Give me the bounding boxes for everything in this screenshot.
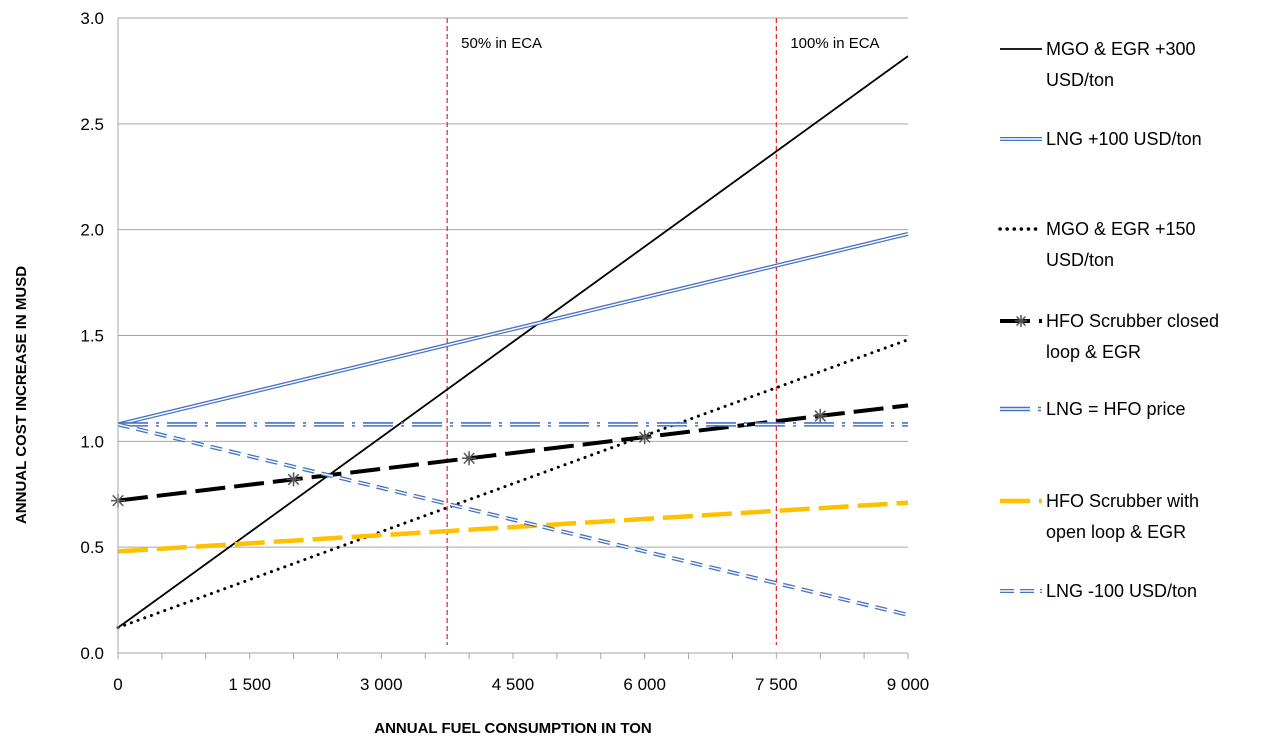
legend-label: LNG -100 USD/ton [1046,581,1197,601]
x-tick-label: 7 500 [755,675,798,694]
legend: MGO & EGR +300 USD/ton LNG +100 USD/ton MGO… [998,39,1219,601]
y-tick-label: 0.5 [80,538,104,557]
legend-label: LNG = HFO price [1046,399,1186,419]
series-mgo-egr-300-usd-ton [117,55,909,629]
x-tick-label: 1 500 [228,675,271,694]
y-tick-label: 0.0 [80,644,104,663]
y-tick-label: 2.5 [80,115,104,134]
y-tick-label: 1.0 [80,432,104,451]
x-tick-label: 0 [113,675,122,694]
data-point-marker [637,430,652,445]
axes: 0.0 0.5 1.0 1.5 2.0 2.5 3.0 0 1 500 3 000 4 500 6 0… [80,9,929,694]
series-line [117,233,909,426]
series-lines [111,55,910,630]
reference-line-label: 50% in ECA [461,35,542,52]
x-axis-label: ANNUAL FUEL CONSUMPTION IN TON [374,720,652,737]
series-mgo-egr-150-usd-ton [116,338,910,630]
y-tick-label: 3.0 [80,9,104,28]
grid-lines [118,17,908,548]
series-line [117,500,909,554]
legend-label: open loop & EGR [1046,522,1186,542]
legend-item: HFO Scrubber closed loop & EGR [1000,311,1219,362]
x-tick-label: 9 000 [887,675,930,694]
legend-label: USD/ton [1046,70,1114,90]
legend-item: MGO & EGR +150 USD/ton [998,219,1196,270]
legend-item: LNG -100 USD/ton [1000,581,1197,601]
legend-label: LNG +100 USD/ton [1046,129,1202,149]
legend-item: HFO Scrubber with open loop & EGR [1000,491,1199,542]
series-hfo-scrubber-with-open-loop-egr [117,500,909,554]
series-line [117,55,909,629]
legend-label: USD/ton [1046,250,1114,270]
reference-lines: 50% in ECA 100% in ECA [446,18,880,645]
data-point-marker [813,408,828,423]
series-line [117,423,909,616]
legend-item: MGO & EGR +300 USD/ton [1000,39,1196,90]
legend-marker [1015,315,1027,327]
legend-item: LNG +100 USD/ton [1000,129,1202,149]
legend-label: MGO & EGR +300 [1046,39,1196,59]
series-line [117,403,909,503]
legend-label: loop & EGR [1046,342,1141,362]
legend-label: HFO Scrubber with [1046,491,1199,511]
data-point-marker [286,472,301,487]
x-tick-label: 4 500 [492,675,535,694]
legend-item: LNG = HFO price [1000,399,1186,419]
y-tick-label: 1.5 [80,327,104,346]
series-lng-100-usd-ton [117,422,909,617]
legend-label: HFO Scrubber closed [1046,311,1219,331]
series-lng-100-usd-ton [117,231,909,427]
series-hfo-scrubber-closed-loop-egr [111,403,909,508]
y-axis-label: ANNUAL COST INCREASE IN MUSD [13,266,30,524]
legend-label: MGO & EGR +150 [1046,219,1196,239]
series-line [116,338,910,630]
data-point-marker [462,451,477,466]
x-tick-label: 3 000 [360,675,403,694]
reference-line-label: 100% in ECA [790,35,879,52]
y-tick-label: 2.0 [80,221,104,240]
x-tick-label: 6 000 [623,675,666,694]
